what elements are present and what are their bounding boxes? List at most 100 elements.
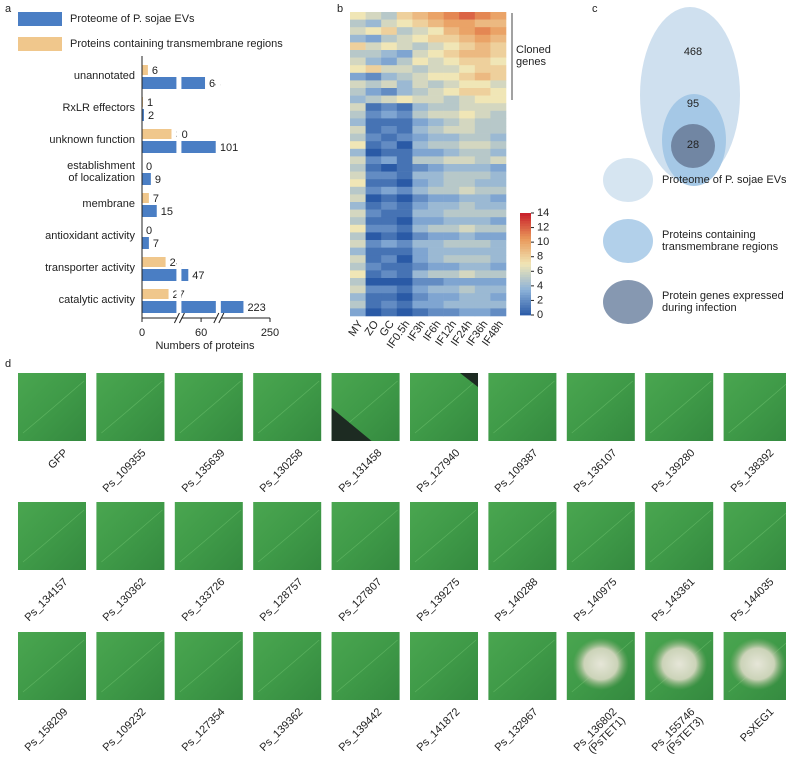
heatmap-cell	[490, 186, 507, 195]
heatmap-cell	[396, 141, 413, 150]
heatmap-cell	[365, 194, 382, 203]
heatmap-cell	[396, 285, 413, 294]
value-label: 101	[220, 142, 238, 154]
leaf-vein	[493, 509, 555, 563]
venn-set	[671, 124, 715, 168]
heatmap-cell	[396, 50, 413, 58]
heatmap-cell	[365, 217, 382, 226]
leaf-vein	[22, 380, 85, 434]
colorbar-segment	[520, 243, 531, 247]
heatmap-cell	[412, 65, 429, 74]
heatmap-cell	[350, 95, 366, 104]
heatmap-cell	[365, 27, 382, 36]
heatmap-cell	[443, 110, 460, 119]
colorbar-segment	[520, 258, 531, 262]
heatmap-cell	[412, 224, 429, 233]
heatmap-cell	[412, 12, 429, 20]
heatmap-cell	[350, 103, 366, 112]
heatmap-cell	[474, 209, 491, 218]
heatmap-cell	[474, 65, 491, 74]
leaf-vein	[336, 509, 398, 563]
heatmap-cell	[428, 300, 444, 309]
heatmap-cell	[443, 72, 460, 81]
heatmap-cell	[396, 27, 413, 36]
legend-swatch	[603, 280, 653, 324]
heatmap-cell	[474, 285, 491, 294]
colorbar-segment	[520, 284, 531, 288]
bar	[142, 205, 157, 217]
heatmap-cell	[443, 217, 460, 226]
heatmap-cell	[412, 126, 429, 134]
heatmap-cell	[365, 72, 382, 81]
heatmap-cell	[490, 232, 507, 241]
heatmap-cell	[396, 240, 413, 248]
leaf-image	[174, 632, 243, 700]
heatmap-cell	[428, 308, 444, 317]
heatmap-cell	[350, 126, 366, 134]
heatmap-cell	[490, 88, 507, 96]
heatmap-cell	[490, 240, 507, 248]
heatmap-cell	[490, 171, 507, 180]
colorbar-segment	[520, 281, 531, 285]
heatmap-cell	[350, 186, 366, 195]
heatmap-cell	[490, 103, 507, 112]
heatmap-cell	[443, 57, 460, 66]
heatmap-cell	[428, 232, 444, 241]
heatmap-cell	[443, 95, 460, 104]
colorbar-segment	[520, 253, 531, 257]
colorbar-segment	[520, 269, 531, 273]
leaf-vein	[179, 380, 242, 434]
heatmap-cell	[490, 42, 507, 51]
heatmap-cell	[350, 164, 366, 172]
leaf-vein	[257, 380, 320, 434]
colorbar-segment	[520, 266, 531, 270]
colorbar-segment	[520, 274, 531, 278]
leaf-image	[174, 502, 243, 570]
heatmap-cell	[350, 118, 366, 127]
heatmap-cell	[365, 118, 382, 127]
leaf-image	[96, 373, 165, 441]
heatmap-cell	[412, 202, 429, 210]
heatmap-cell	[443, 34, 460, 43]
heatmap-cell	[396, 72, 413, 81]
heatmap-cell	[459, 88, 476, 96]
heatmap-cell	[459, 80, 476, 89]
heatmap-cell	[365, 270, 382, 279]
heatmap-cell	[474, 126, 491, 134]
colorbar-segment	[520, 276, 531, 280]
value-label: 9	[155, 174, 161, 186]
heatmap-cell	[350, 110, 366, 119]
heatmap-cell	[459, 278, 476, 286]
heatmap-cell	[381, 88, 398, 96]
heatmap-cell	[350, 255, 366, 264]
heatmap-cell	[428, 118, 444, 127]
heatmap-cell	[350, 80, 366, 89]
heatmap-cell	[365, 88, 382, 96]
category-label: catalytic activity	[58, 294, 135, 306]
colorbar-segment	[520, 215, 531, 219]
heatmap-cell	[459, 103, 476, 112]
heatmap-cell	[428, 80, 444, 89]
heatmap-cell	[490, 224, 507, 233]
colorbar-segment	[520, 233, 531, 237]
bar	[142, 257, 166, 267]
heatmap-cell	[396, 156, 413, 165]
colorbar-segment	[520, 286, 531, 290]
heatmap-cell	[428, 72, 444, 81]
heatmap-cell	[459, 285, 476, 294]
heatmap-cell	[350, 224, 366, 233]
heatmap-cell	[474, 194, 491, 203]
heatmap-cell	[381, 293, 398, 302]
heatmap-cell	[350, 156, 366, 165]
heatmap-cell	[396, 300, 413, 309]
lesion	[651, 638, 708, 690]
heatmap-cell	[396, 103, 413, 112]
heatmap-cell	[381, 42, 398, 51]
heatmap-cell	[412, 194, 429, 203]
value-label: 0	[146, 225, 152, 237]
colorbar-tick-label: 2	[537, 294, 543, 306]
panel-label: a	[5, 3, 12, 15]
heatmap-cell	[381, 285, 398, 294]
heatmap-cell	[474, 240, 491, 248]
